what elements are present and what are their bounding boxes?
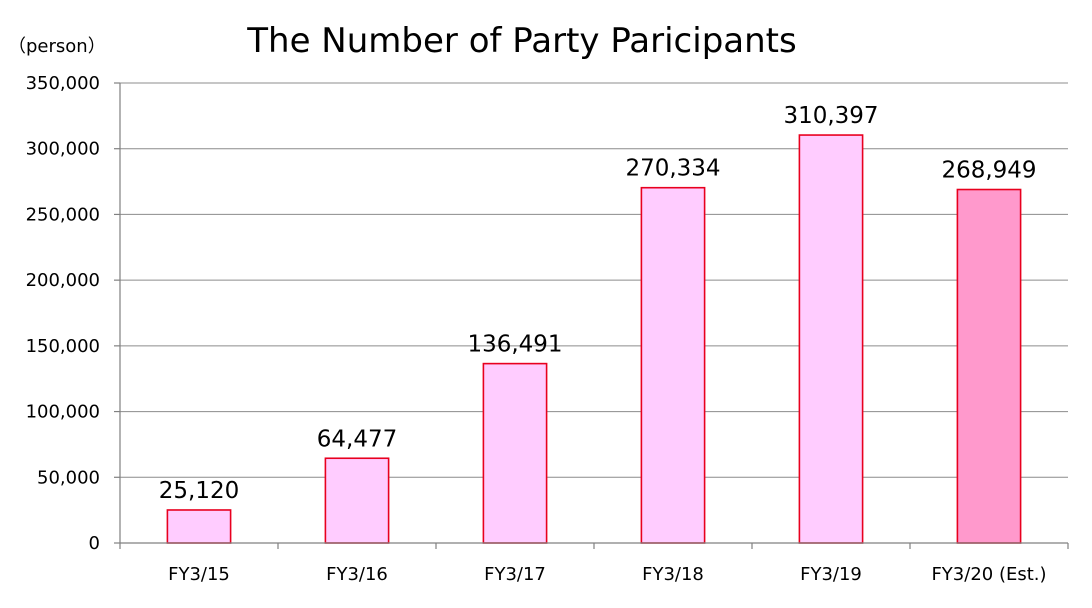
- data-label: 25,120: [159, 478, 239, 504]
- y-tick-labels: 0 50,000 100,000 150,000 200,000 250,000 300,0…: [26, 73, 100, 554]
- y-tick-label: 150,000: [26, 336, 100, 357]
- y-tick-label: 100,000: [26, 402, 100, 423]
- y-tick-label: 50,000: [37, 467, 100, 488]
- x-tick-labels: FY3/15 FY3/16 FY3/17 FY3/18 FY3/19 FY3/20 (Es…: [168, 564, 1046, 585]
- chart-title: The Number of Party Paricipants: [246, 21, 796, 61]
- data-label: 136,491: [467, 332, 562, 358]
- bar-fy3-16: [324, 457, 390, 544]
- bar-fy3-19: [798, 134, 864, 544]
- bar-fy3-17: [482, 362, 548, 544]
- y-axis-unit-label: （person）: [8, 36, 106, 57]
- data-label: 270,334: [625, 156, 720, 182]
- y-tick-label: 300,000: [26, 139, 100, 160]
- x-tick-label: FY3/15: [168, 564, 230, 585]
- data-labels: 25,120 64,477 136,491 270,334 310,397 268,949: [159, 103, 1037, 504]
- x-tick-label: FY3/18: [642, 564, 704, 585]
- x-tick-label: FY3/16: [326, 564, 388, 585]
- y-tick-label: 250,000: [26, 204, 100, 225]
- y-tick-label: 350,000: [26, 73, 100, 94]
- y-tick-label: 200,000: [26, 270, 100, 291]
- bar-fy3-15: [166, 509, 232, 544]
- bars: [166, 134, 1022, 544]
- data-label: 64,477: [317, 426, 397, 452]
- x-tick-label: FY3/17: [484, 564, 546, 585]
- axes: [114, 82, 1069, 549]
- bar-fy3-18: [640, 186, 706, 544]
- gridlines: [120, 82, 1068, 478]
- x-tick-label: FY3/20 (Est.): [931, 564, 1046, 585]
- y-tick-label: 0: [89, 533, 100, 554]
- data-label: 310,397: [783, 103, 878, 129]
- bar-fy3-20-est: [956, 188, 1022, 544]
- data-label: 268,949: [941, 158, 1036, 184]
- x-tick-label: FY3/19: [800, 564, 862, 585]
